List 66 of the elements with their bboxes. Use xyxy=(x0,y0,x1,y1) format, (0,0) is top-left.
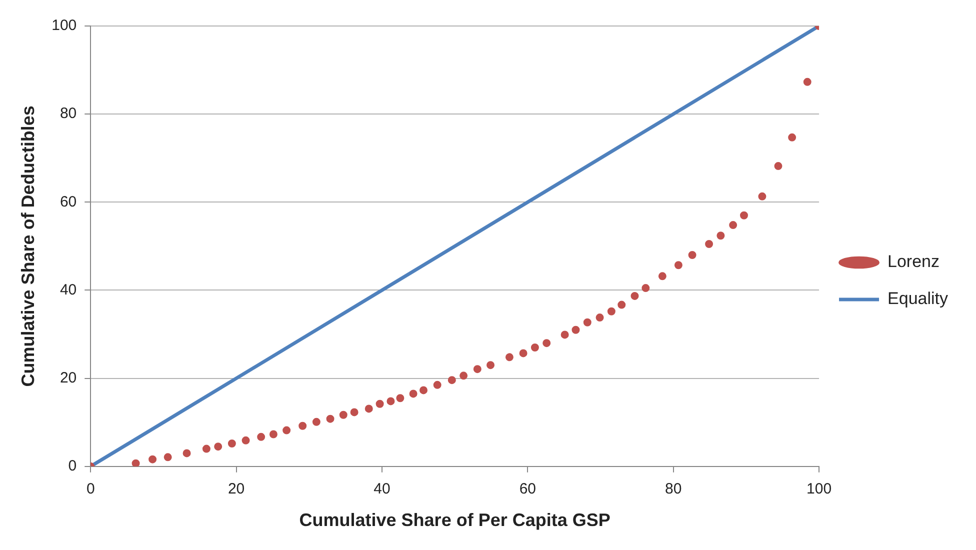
point xyxy=(774,162,782,170)
point xyxy=(572,326,580,334)
point xyxy=(326,414,334,423)
x-tick-label: 20 xyxy=(228,480,245,498)
y-tick-label: 0 xyxy=(68,458,77,475)
x-tick-label: 40 xyxy=(374,480,390,498)
point xyxy=(269,430,278,438)
legend-label: Lorenz xyxy=(888,252,940,272)
point xyxy=(228,440,236,448)
point xyxy=(364,404,373,413)
point xyxy=(473,365,482,374)
point xyxy=(716,232,725,240)
point xyxy=(214,442,222,451)
point xyxy=(339,410,348,419)
point xyxy=(788,133,796,142)
point xyxy=(688,251,696,260)
y-tick-label: 20 xyxy=(60,369,77,386)
point xyxy=(642,284,650,292)
point xyxy=(486,361,495,370)
y-tick-label: 100 xyxy=(52,17,77,34)
point xyxy=(409,390,418,398)
point xyxy=(164,453,172,462)
x-tick-label: 100 xyxy=(806,480,832,498)
point xyxy=(182,449,191,458)
x-tick-label: 80 xyxy=(665,480,682,498)
point xyxy=(630,292,639,300)
point xyxy=(758,192,766,200)
x-axis-title: Cumulative Share of Per Capita GSP xyxy=(299,510,610,530)
legend-label: Equality xyxy=(888,289,948,308)
point xyxy=(396,394,404,402)
y-tick-label: 40 xyxy=(60,281,77,298)
point xyxy=(583,318,592,326)
point xyxy=(519,349,528,358)
point xyxy=(420,386,428,394)
point xyxy=(674,261,682,270)
point xyxy=(803,78,812,86)
point xyxy=(448,376,456,384)
point xyxy=(386,397,395,406)
x-tick-label: 60 xyxy=(519,480,536,498)
point xyxy=(596,314,604,322)
x-tick-label: 0 xyxy=(86,480,95,498)
y-tick-label: 80 xyxy=(60,105,77,122)
point xyxy=(242,436,250,444)
point xyxy=(433,380,442,389)
y-axis-title: Cumulative Share of Deductibles xyxy=(18,106,38,387)
point xyxy=(705,240,714,248)
point xyxy=(257,432,266,441)
point xyxy=(505,353,514,362)
point xyxy=(376,400,384,408)
point xyxy=(148,455,157,464)
point xyxy=(729,221,738,230)
point xyxy=(542,339,551,348)
point xyxy=(460,372,468,380)
point xyxy=(658,272,666,280)
point xyxy=(132,459,140,466)
point xyxy=(618,300,626,309)
point xyxy=(202,444,210,453)
point xyxy=(740,211,748,220)
point xyxy=(282,426,291,434)
point xyxy=(298,422,307,430)
point xyxy=(560,330,569,339)
y-tick-label: 60 xyxy=(60,193,77,210)
point xyxy=(312,418,320,426)
point xyxy=(350,408,358,416)
point xyxy=(607,307,616,316)
point xyxy=(530,343,539,352)
